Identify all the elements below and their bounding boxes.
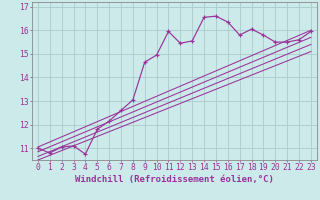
X-axis label: Windchill (Refroidissement éolien,°C): Windchill (Refroidissement éolien,°C) (75, 175, 274, 184)
